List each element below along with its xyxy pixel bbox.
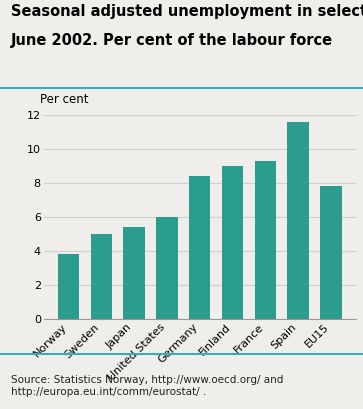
- Bar: [189, 176, 210, 319]
- Bar: [156, 217, 178, 319]
- Text: Seasonal adjusted unemployment in selected countries.: Seasonal adjusted unemployment in select…: [11, 4, 363, 19]
- Bar: [123, 227, 145, 319]
- Bar: [58, 254, 79, 319]
- Bar: [222, 166, 243, 319]
- Text: Source: Statistics Norway, http://www.oecd.org/ and
http://europa.eu.int/comm/eu: Source: Statistics Norway, http://www.oe…: [11, 375, 283, 397]
- Bar: [320, 186, 342, 319]
- Text: Per cent: Per cent: [40, 93, 89, 106]
- Bar: [90, 234, 112, 319]
- Text: June 2002. Per cent of the labour force: June 2002. Per cent of the labour force: [11, 33, 333, 48]
- Bar: [287, 122, 309, 319]
- Bar: [254, 161, 276, 319]
